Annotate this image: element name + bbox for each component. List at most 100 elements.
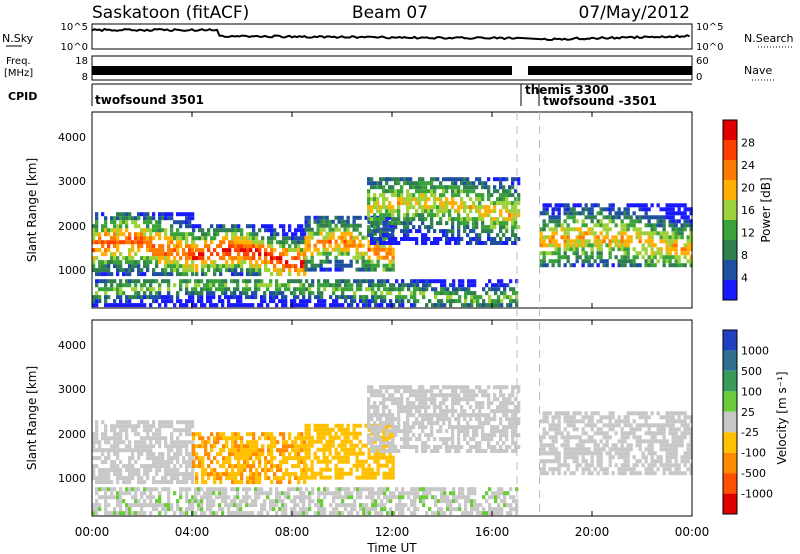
velocity-cell xyxy=(680,455,684,460)
power-cell xyxy=(629,235,633,240)
power-cell xyxy=(511,209,515,214)
velocity-cell xyxy=(451,405,455,410)
power-cell xyxy=(319,227,323,232)
power-cell xyxy=(413,299,417,304)
power-cell xyxy=(170,216,174,221)
power-cell xyxy=(297,248,301,253)
velocity-cell xyxy=(294,476,298,481)
power-cell xyxy=(593,239,597,244)
power-cell xyxy=(503,295,507,300)
power-cell xyxy=(313,219,317,224)
power-cell xyxy=(448,217,452,222)
velocity-cell xyxy=(346,439,350,444)
power-cell xyxy=(110,252,114,257)
power-cell xyxy=(593,223,597,228)
velocity-cell xyxy=(680,431,684,436)
velocity-cell xyxy=(107,476,111,481)
power-cell xyxy=(410,295,414,300)
velocity-cell xyxy=(379,421,383,426)
velocity-cell xyxy=(686,431,690,436)
velocity-cell xyxy=(511,409,515,414)
velocity-cell xyxy=(307,423,311,428)
velocity-cell xyxy=(261,444,265,449)
velocity-cell xyxy=(140,448,144,453)
power-cell xyxy=(222,224,226,229)
velocity-cell xyxy=(406,421,410,426)
power-cell xyxy=(228,240,232,245)
velocity-cell xyxy=(418,389,422,394)
power-cell xyxy=(285,236,289,241)
power-cell xyxy=(569,211,573,216)
velocity-cell xyxy=(188,440,192,445)
power-cell xyxy=(373,247,377,252)
power-cell xyxy=(340,263,344,268)
velocity-cell xyxy=(463,397,467,402)
power-cell xyxy=(307,219,311,224)
power-cell xyxy=(237,236,241,241)
power-cell xyxy=(128,256,132,261)
velocity-cell xyxy=(131,487,135,492)
velocity-cell xyxy=(638,427,642,432)
power-cell xyxy=(668,251,672,256)
power-cell xyxy=(373,185,377,190)
power-cell xyxy=(505,177,509,182)
power-cell xyxy=(284,283,288,288)
velocity-cell xyxy=(445,445,449,449)
power-cell xyxy=(647,263,651,268)
power-cell xyxy=(499,201,503,206)
power-cell xyxy=(623,247,627,252)
power-cell xyxy=(323,279,327,284)
power-cell xyxy=(101,287,105,292)
date-label: 07/May/2012 xyxy=(579,3,691,23)
power-cell xyxy=(638,231,642,236)
velocity-cell xyxy=(313,427,317,432)
power-cell xyxy=(179,212,183,217)
power-cell xyxy=(683,263,687,268)
velocity-cell xyxy=(340,431,344,436)
power-cell xyxy=(385,227,389,232)
power-cell xyxy=(566,235,570,240)
power-cell xyxy=(427,237,431,241)
power-cell xyxy=(158,252,162,257)
velocity-cell xyxy=(454,389,458,394)
power-cell xyxy=(379,209,383,214)
velocity-cell xyxy=(158,491,162,496)
power-cell xyxy=(590,215,594,220)
power-cell xyxy=(365,303,369,308)
velocity-cell xyxy=(152,456,156,461)
power-cell xyxy=(626,207,630,212)
velocity-cell xyxy=(210,472,214,477)
velocity-cell xyxy=(116,456,120,461)
velocity-cell xyxy=(370,471,374,476)
velocity-cell xyxy=(201,440,205,445)
power-cell xyxy=(418,197,422,202)
velocity-cell xyxy=(222,460,226,465)
velocity-cell xyxy=(686,427,690,432)
velocity-cell xyxy=(403,389,407,394)
power-cell xyxy=(545,251,549,256)
velocity-cell xyxy=(110,480,114,485)
power-cell xyxy=(382,255,386,260)
velocity-cell xyxy=(593,443,597,448)
velocity-cell xyxy=(508,417,512,422)
velocity-cell xyxy=(638,443,642,448)
power-cell xyxy=(548,219,552,224)
power-cell xyxy=(379,185,383,190)
power-cell xyxy=(379,229,383,234)
power-cell xyxy=(243,252,247,257)
velocity-cell xyxy=(659,463,663,468)
power-cell xyxy=(249,264,253,269)
power-cell xyxy=(261,244,265,249)
velocity-cell xyxy=(626,435,630,440)
power-cell xyxy=(185,299,189,304)
power-cell xyxy=(401,279,405,284)
power-cell xyxy=(454,189,458,194)
power-cell xyxy=(385,197,389,202)
power-cell xyxy=(689,247,693,252)
power-cell xyxy=(332,303,336,308)
velocity-cell xyxy=(388,455,392,460)
velocity-cell xyxy=(653,451,657,456)
power-cell xyxy=(191,212,195,217)
velocity-cell xyxy=(511,413,515,418)
power-cell xyxy=(475,209,479,214)
